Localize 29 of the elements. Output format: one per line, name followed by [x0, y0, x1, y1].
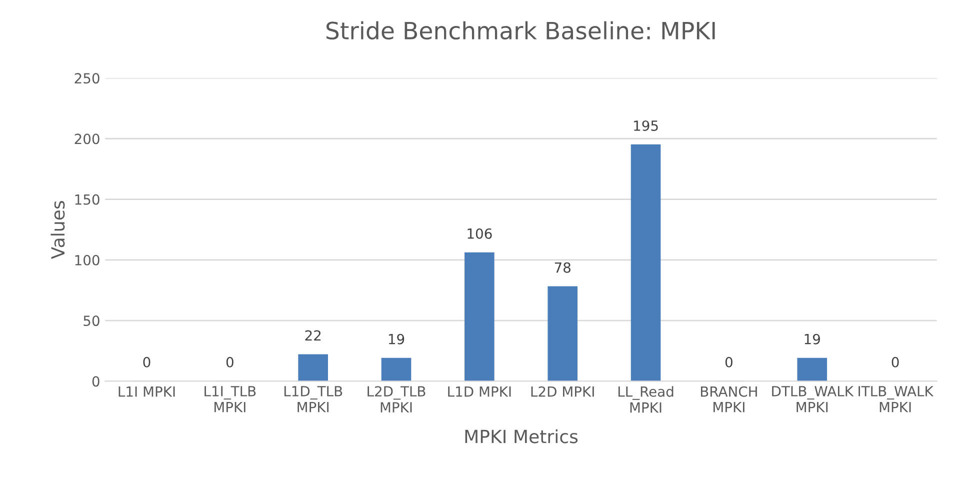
- y-tick-label: 100: [75, 254, 100, 266]
- data-label: 0: [143, 356, 150, 368]
- x-tick-label: L1D MPKI: [448, 386, 511, 397]
- data-label: 78: [554, 262, 570, 273]
- y-tick-label: 200: [74, 134, 100, 144]
- y-tick-label: 0: [92, 376, 100, 387]
- y-tick-label: 50: [84, 316, 100, 326]
- y-axis-title: Values: [50, 201, 65, 259]
- data-label: 106: [468, 228, 492, 239]
- x-tick-label: L1I MPKI: [118, 386, 175, 397]
- data-label: 195: [634, 120, 658, 131]
- x-tick-label: L1I_TLB MPKI: [204, 386, 256, 412]
- data-label: 0: [226, 356, 234, 368]
- data-label: 19: [804, 334, 820, 344]
- chart-title: Stride Benchmark Baseline: MPKI: [326, 21, 715, 40]
- x-tick-label: ITLB_WALK MPKI: [858, 386, 934, 412]
- data-label: 0: [725, 356, 732, 368]
- data-label: 19: [388, 334, 404, 344]
- x-axis-title: MPKI Metrics: [465, 429, 578, 444]
- x-tick-label: L2D_TLB MPKI: [368, 386, 426, 412]
- data-label: 22: [305, 330, 321, 341]
- x-tick-label: LL_Read MPKI: [618, 386, 674, 413]
- x-tick-label: DTLB_WALK MPKI: [772, 386, 854, 412]
- x-tick-label: L2D MPKI: [531, 386, 594, 397]
- x-tick-label: BRANCH MPKI: [700, 386, 757, 412]
- y-tick-label: 250: [74, 73, 100, 84]
- y-tick-label: 150: [75, 194, 100, 205]
- data-label: 0: [892, 356, 899, 368]
- x-tick-label: L1D_TLB MPKI: [284, 386, 342, 412]
